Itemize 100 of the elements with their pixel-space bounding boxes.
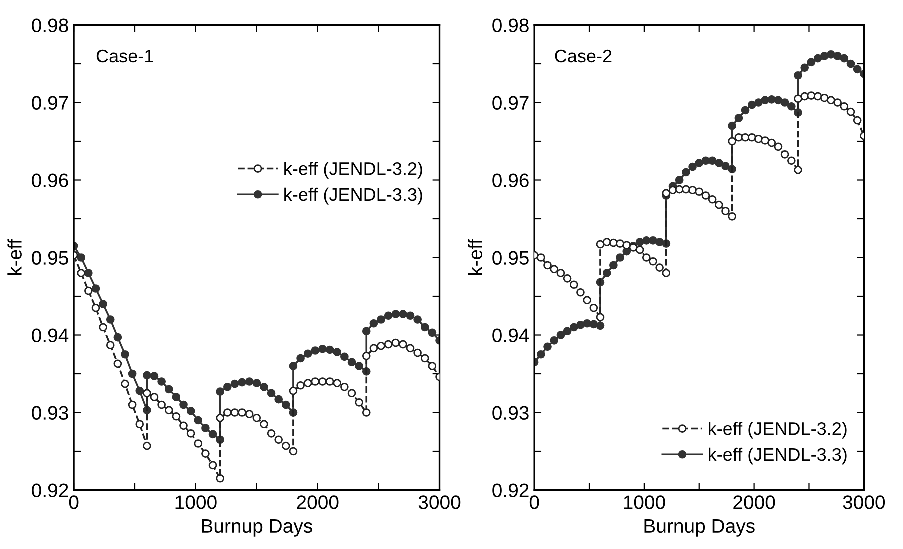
point — [596, 240, 605, 249]
point — [128, 370, 137, 378]
y-tick-label: 0.95 — [32, 251, 68, 265]
point — [616, 254, 624, 262]
point — [807, 92, 816, 100]
y-tick-label: 0.96 — [492, 174, 529, 188]
point — [311, 378, 320, 386]
point — [846, 108, 856, 116]
point — [362, 352, 371, 360]
x-axis-title: Burnup Days — [202, 520, 312, 537]
point — [84, 286, 93, 296]
point — [827, 50, 836, 59]
point — [596, 313, 605, 322]
point — [556, 331, 566, 340]
point — [695, 159, 704, 168]
point — [406, 312, 415, 320]
point — [636, 238, 644, 246]
point — [318, 345, 327, 354]
point — [333, 348, 342, 356]
point — [289, 386, 298, 396]
point — [121, 380, 130, 388]
y-axis-title: k-eff — [468, 238, 482, 276]
point — [583, 296, 592, 305]
point — [340, 383, 349, 392]
point — [414, 316, 422, 324]
point — [77, 254, 86, 262]
y-tick-label: 0.97 — [492, 96, 529, 110]
point — [820, 94, 829, 102]
y-axis-title: k-eff — [8, 238, 22, 276]
point — [642, 236, 651, 245]
point — [136, 420, 144, 429]
point — [722, 162, 730, 170]
point — [370, 319, 378, 328]
point — [296, 354, 305, 363]
point — [164, 406, 174, 415]
point — [420, 354, 430, 363]
point — [260, 420, 268, 429]
point — [800, 92, 810, 101]
point — [827, 96, 836, 105]
point — [362, 408, 371, 417]
point — [682, 185, 690, 194]
point — [245, 410, 254, 418]
point — [787, 156, 796, 166]
x-tick-label: 2000 — [297, 496, 339, 510]
y-tick-label: 0.95 — [492, 251, 529, 265]
point — [164, 385, 174, 394]
point — [814, 54, 822, 63]
point — [223, 408, 232, 417]
point — [267, 389, 276, 398]
x-tick-label: 0 — [69, 496, 79, 510]
point — [774, 142, 783, 152]
point — [392, 338, 400, 348]
point — [428, 328, 437, 338]
point — [656, 238, 664, 246]
point — [590, 304, 598, 312]
point — [296, 381, 305, 390]
x-axis-title: Burnup Days — [644, 520, 755, 537]
point — [355, 398, 364, 407]
point — [355, 362, 364, 370]
point — [780, 150, 790, 159]
point — [92, 304, 100, 312]
point — [384, 312, 393, 320]
point — [230, 380, 240, 388]
point — [688, 162, 697, 172]
point — [238, 378, 246, 387]
y-tick-label: 0.98 — [492, 18, 529, 32]
point — [158, 400, 166, 410]
y-tick-label: 0.94 — [492, 328, 530, 342]
point — [708, 156, 717, 166]
point — [622, 241, 632, 250]
point — [289, 447, 298, 456]
point — [260, 383, 268, 392]
point — [150, 393, 159, 402]
point — [794, 71, 802, 80]
point — [186, 407, 196, 416]
point — [576, 321, 585, 330]
point — [649, 236, 658, 245]
point — [428, 362, 437, 370]
point — [616, 240, 624, 248]
point — [563, 274, 572, 283]
point — [688, 186, 697, 194]
point — [596, 322, 605, 330]
point — [99, 323, 108, 332]
point — [662, 269, 671, 278]
point — [675, 176, 684, 184]
y-tick-label: 0.96 — [32, 174, 68, 188]
point — [610, 238, 618, 248]
point — [362, 327, 371, 336]
point — [834, 98, 842, 107]
point — [340, 352, 349, 362]
point — [399, 310, 408, 318]
point — [348, 358, 356, 367]
point — [282, 400, 290, 410]
point — [853, 116, 862, 125]
point — [304, 379, 312, 388]
point — [794, 166, 802, 174]
point — [186, 430, 196, 438]
point — [282, 442, 290, 450]
point — [114, 333, 122, 342]
point — [800, 64, 810, 72]
